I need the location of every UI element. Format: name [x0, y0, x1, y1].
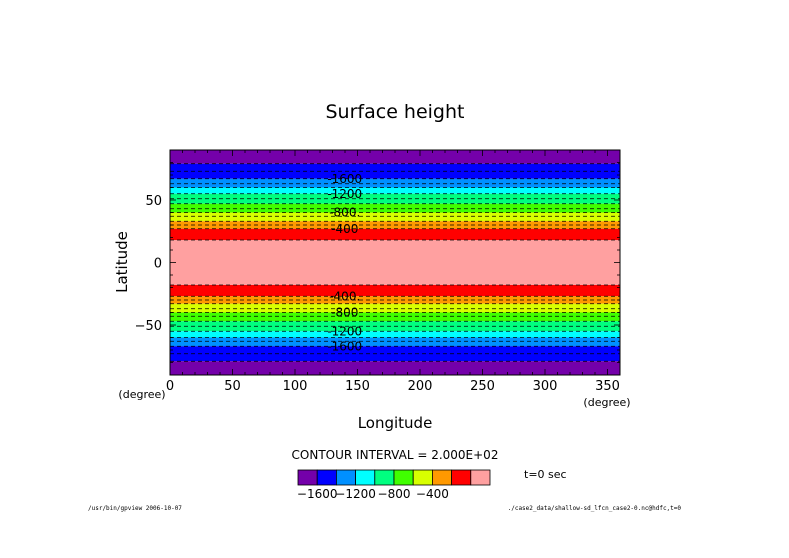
contour-band-10 — [170, 285, 620, 297]
contour-band-2 — [170, 178, 620, 188]
contour-label-6: -1200 — [327, 324, 362, 338]
colorbar — [297, 469, 491, 486]
contour-label-1: -1200 — [327, 187, 362, 201]
contour-labels: -1600-1200-800.-400-400.-800-1200-1600 — [327, 172, 362, 354]
contour-band-3 — [170, 187, 620, 194]
x-tick-labels: 0 50 100 150 200 250 300 350 — [166, 379, 620, 394]
colorbar-swatch-7 — [431, 469, 452, 486]
contour-label-4: -400. — [329, 289, 360, 303]
contour-band-6 — [170, 212, 620, 222]
contour-band-16 — [170, 337, 620, 347]
y-axis-label: Latitude — [113, 231, 131, 293]
contour-band-8 — [170, 228, 620, 240]
contour-lines — [170, 163, 620, 362]
colorbar-swatch-8 — [451, 469, 472, 486]
footer-left: /usr/bin/gpview 2006-10-07 — [88, 505, 182, 512]
y-tick-label--50: −50 — [135, 319, 162, 334]
contour-band-18 — [170, 361, 620, 375]
x-tick-label-0: 0 — [166, 379, 174, 394]
x-tick-label-350: 350 — [595, 379, 620, 394]
x-tick-label-300: 300 — [533, 379, 558, 394]
contour-band-12 — [170, 303, 620, 313]
contour-band-9 — [170, 240, 620, 285]
colorbar-labels: −1600−1200 −800 −400 — [297, 487, 449, 501]
y-axis-units: (degree) — [118, 388, 165, 401]
x-tick-label-50: 50 — [224, 379, 241, 394]
contour-label-2: -800. — [329, 206, 360, 220]
x-tick-label-100: 100 — [283, 379, 308, 394]
contour-label-0: -1600 — [327, 172, 362, 186]
x-axis-units: (degree) — [583, 396, 630, 409]
colorbar-swatch-1 — [316, 469, 337, 486]
contour-band-13 — [170, 312, 620, 322]
x-tick-label-150: 150 — [345, 379, 370, 394]
contour-label-3: -400 — [331, 222, 358, 236]
time-label: t=0 sec — [524, 468, 567, 481]
colorbar-swatch-9 — [470, 469, 491, 486]
colorbar-label-0: −1600 — [297, 487, 338, 501]
contour-label-5: -800 — [331, 306, 358, 320]
y-tick-label-0: 0 — [154, 257, 162, 272]
colorbar-swatch-4 — [374, 469, 395, 486]
contour-interval-label: CONTOUR INTERVAL = 2.000E+02 — [292, 448, 499, 462]
chart-title: Surface height — [326, 101, 465, 123]
x-tick-label-200: 200 — [408, 379, 433, 394]
contour-band-5 — [170, 203, 620, 213]
colorbar-swatch-2 — [335, 469, 356, 486]
colorbar-swatch-6 — [412, 469, 433, 486]
contour-band-0 — [170, 150, 620, 164]
contour-band-15 — [170, 331, 620, 338]
footer-right: ./case2_data/shallow-sd_lfcn_case2-0.nc@… — [508, 505, 682, 512]
colorbar-swatch-5 — [393, 469, 414, 486]
colorbar-label-2: −800 — [378, 487, 411, 501]
x-tick-label-250: 250 — [470, 379, 495, 394]
x-axis-label: Longitude — [358, 414, 433, 432]
colorbar-label-1: −1200 — [335, 487, 376, 501]
plot-area: -1600-1200-800.-400-400.-800-1200-1600 — [169, 149, 621, 376]
y-tick-label-50: 50 — [145, 194, 162, 209]
colorbar-swatch-0 — [297, 469, 318, 486]
contour-label-7: -1600 — [327, 339, 362, 353]
axis-ticks — [169, 149, 621, 376]
y-tick-labels: −50 0 50 — [135, 194, 162, 334]
colorbar-swatch-3 — [355, 469, 376, 486]
colorbar-label-3: −400 — [416, 487, 449, 501]
